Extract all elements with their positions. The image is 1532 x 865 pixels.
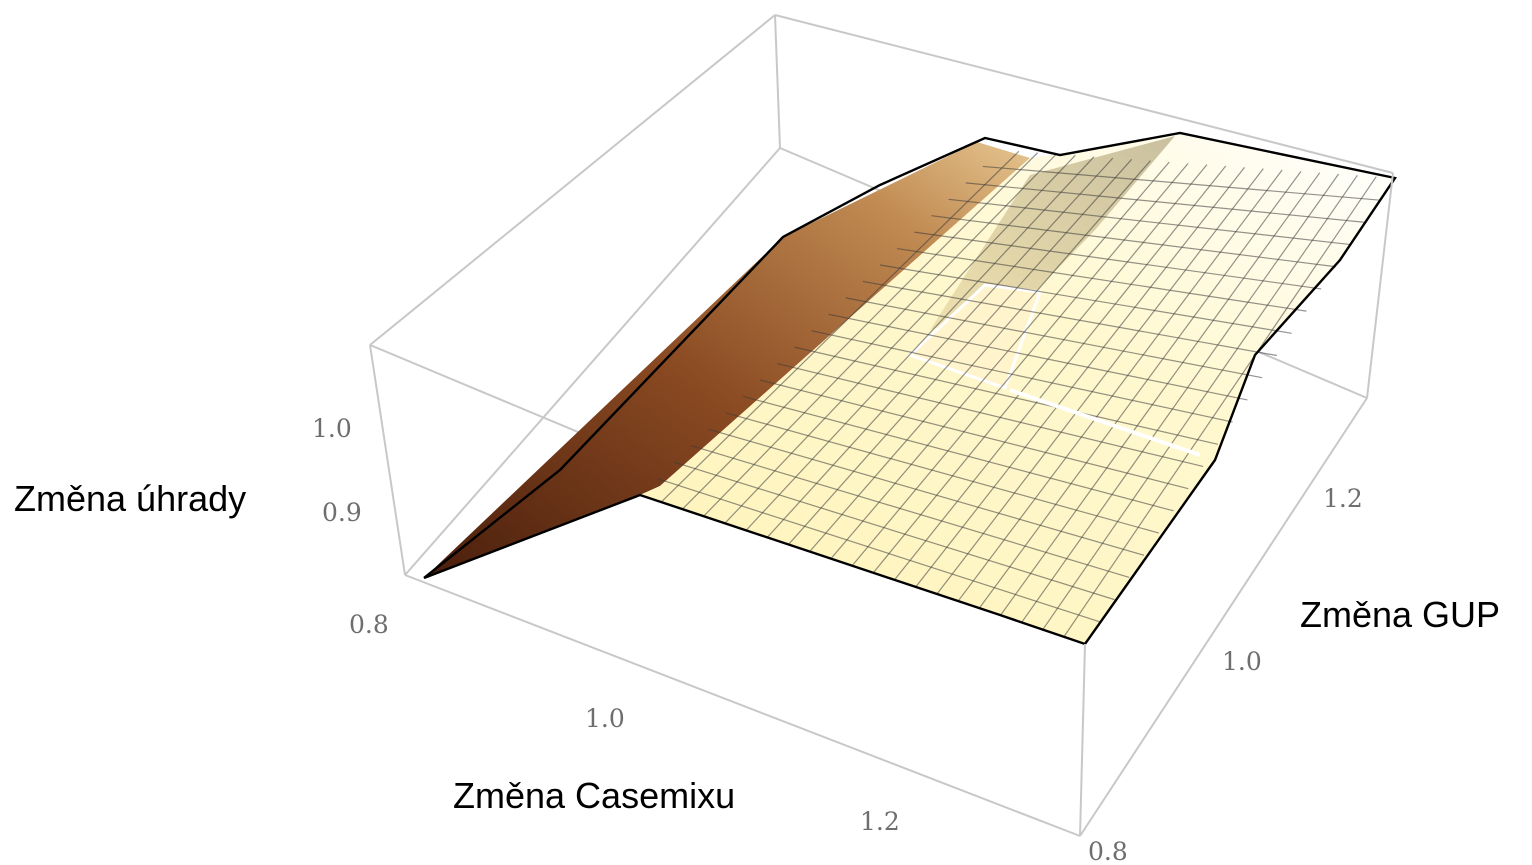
surface-slope: [424, 142, 1030, 578]
mesh-line: [851, 162, 1189, 567]
box-edge-back-top-right: [774, 14, 1394, 174]
box-edge-back-top-left: [369, 14, 776, 346]
mesh-line: [914, 231, 1322, 290]
y-axis-ticks: 0.8 1.0 1.2: [1088, 484, 1363, 865]
mesh-line: [931, 215, 1337, 268]
box-edge-front-left-vertical: [369, 344, 406, 576]
x-tick-label: 1.0: [585, 704, 625, 733]
mesh-line: [745, 156, 1095, 531]
surface: [423, 131, 1397, 646]
surface-edge: [423, 131, 1397, 646]
mesh-line: [830, 161, 1170, 560]
x-axis-title: Změna Casemixu: [453, 775, 735, 816]
mesh-line: [957, 169, 1283, 602]
box-edge-front-corner-vertical: [1079, 643, 1086, 837]
mesh-line: [1063, 176, 1377, 638]
mesh-line: [915, 166, 1245, 588]
z-axis-title: Změna úhrady: [14, 478, 246, 519]
y-axis-title: Změna GUP: [1300, 594, 1500, 635]
bounding-box-front: [369, 172, 1394, 837]
box-edge-front-bottom: [404, 574, 1081, 837]
mesh-line: [691, 445, 1130, 579]
z-tick-label: 0.9: [322, 498, 362, 527]
box-edge-right-bottom: [1079, 397, 1368, 837]
mesh-line: [978, 170, 1302, 609]
mesh-line: [982, 165, 1381, 201]
y-tick-label: 1.2: [1323, 484, 1363, 513]
mesh-line: [845, 297, 1263, 379]
mesh-line: [766, 157, 1114, 538]
mesh-line: [897, 247, 1307, 312]
z-axis-ticks: 1.0 0.9 0.8: [312, 414, 389, 639]
z-tick-label: 1.0: [312, 414, 352, 443]
mesh-line: [787, 158, 1133, 546]
mesh-line: [948, 198, 1351, 246]
mesh-line: [893, 165, 1227, 581]
mesh-line: [862, 280, 1278, 357]
mesh-line: [936, 168, 1264, 595]
mesh-line: [681, 152, 1039, 510]
mesh-line: [759, 379, 1189, 490]
x-tick-label: 1.2: [860, 807, 900, 836]
mesh-line: [1020, 173, 1340, 624]
y-tick-label: 1.0: [1222, 647, 1262, 676]
box-edge-back-bottom-left: [404, 147, 781, 576]
mesh-line: [872, 164, 1208, 574]
surface-ridge: [930, 136, 1175, 330]
mesh-line: [965, 182, 1366, 223]
surface-highlight-line: [1009, 388, 1201, 457]
mesh-line: [809, 160, 1151, 553]
surface-plateau: [640, 133, 1395, 644]
mesh-line: [999, 172, 1321, 616]
mesh-line: [794, 346, 1218, 445]
mesh-line: [828, 313, 1248, 401]
y-tick-label: 0.8: [1088, 837, 1128, 865]
x-axis-ticks: 1.0 1.2: [585, 704, 900, 836]
mesh-line: [660, 150, 1020, 503]
z-tick-label: 0.8: [349, 610, 389, 639]
mesh-line: [674, 461, 1115, 601]
mesh-line: [656, 478, 1100, 623]
surface-mesh: [656, 150, 1381, 638]
box-edge-right-vertical: [1366, 172, 1394, 399]
mesh-line: [879, 264, 1292, 334]
mesh-line: [724, 154, 1076, 524]
mesh-line: [725, 412, 1159, 534]
mesh-line: [1042, 174, 1358, 631]
box-edge-back-vertical: [774, 14, 781, 149]
mesh-line: [811, 330, 1233, 423]
mesh-line: [703, 153, 1057, 517]
mesh-line: [742, 395, 1174, 512]
mesh-line: [777, 362, 1204, 468]
mesh-line: [708, 428, 1145, 556]
